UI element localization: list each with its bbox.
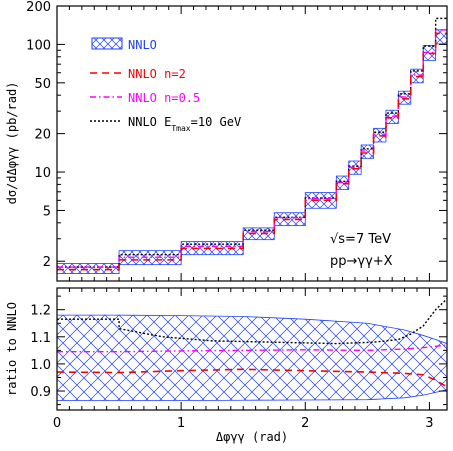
y-tick-label-bottom: 1.2 — [30, 304, 51, 319]
y-tick-label-bottom: 0.9 — [30, 385, 51, 400]
x-axis-label: Δφγγ (rad) — [216, 430, 288, 444]
y-axis-label-top: dσ/dΔφγγ (pb/rad) — [5, 82, 19, 205]
annotation-sqrt-s: √s=7 TeV — [330, 232, 391, 247]
nnlo-ratio-band — [57, 314, 447, 401]
nnlo-band-bin — [435, 29, 447, 45]
x-tick-label: 3 — [425, 416, 433, 431]
top-plot-area — [57, 17, 447, 274]
x-tick-label: 2 — [301, 416, 309, 431]
series-line-bottom — [57, 298, 447, 345]
bottom-frame — [56, 287, 448, 411]
x-tick-label: 0 — [53, 416, 61, 431]
y-tick-label-top: 2 — [43, 255, 51, 270]
x-tick-label: 1 — [177, 416, 185, 431]
y-tick-label-top: 200 — [26, 0, 51, 15]
series-line-bottom — [57, 368, 447, 388]
series-line-top — [57, 32, 447, 271]
nnlo-band-bin — [304, 192, 337, 209]
legend-label: NNLO n=2 — [128, 67, 186, 81]
y-tick-label-top: 50 — [34, 77, 51, 92]
legend-label-subscript: Tmax — [171, 124, 190, 133]
y-tick-label-top: 10 — [34, 166, 51, 181]
legend-swatch-nnlo — [91, 37, 123, 50]
y-tick-label-bottom: 1.0 — [30, 358, 51, 373]
nnlo-band-bin — [57, 263, 120, 274]
series-line-top — [57, 17, 447, 268]
y-axis-label-bottom: ratio to NNLO — [5, 302, 19, 396]
legend-label: NNLO ETmax=10 GeV — [128, 115, 241, 133]
series-line-bottom — [57, 344, 447, 353]
legend: NNLO NNLO n=2 NNLO n=0.5 NNLO ETmax=10 GeV — [90, 37, 241, 133]
y-tick-label-top: 5 — [43, 204, 51, 219]
y-tick-label-top: 20 — [34, 128, 51, 143]
bottom-plot-area — [57, 298, 447, 401]
y-tick-label-top: 100 — [26, 38, 51, 53]
lower-panel: 0.9 1.0 1.1 1.2 0 1 2 3 — [30, 287, 448, 431]
y-tick-label-bottom: 1.1 — [30, 331, 51, 346]
top-frame — [56, 5, 448, 282]
legend-label-suffix: =10 GeV — [191, 115, 242, 129]
nnlo-band-bin — [385, 109, 399, 124]
annotation-process: pp→γγ+X — [330, 254, 393, 269]
upper-panel: 2 5 10 20 50 100 200 — [26, 0, 448, 282]
legend-label: NNLO n=0.5 — [128, 91, 200, 105]
legend-label: NNLO — [128, 38, 157, 52]
